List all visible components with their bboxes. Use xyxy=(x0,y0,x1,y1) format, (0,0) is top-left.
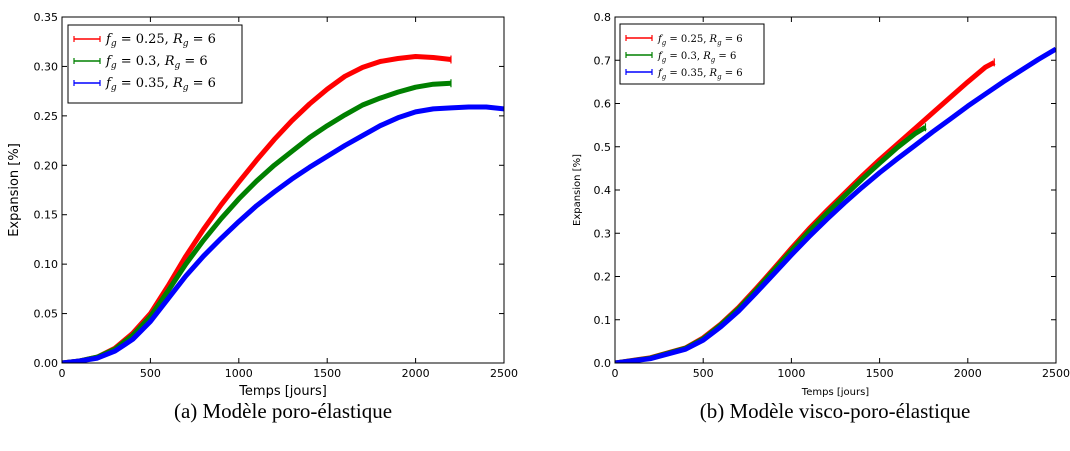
series-line-3 xyxy=(615,46,1056,363)
y-tick-label: 0.3 xyxy=(594,227,612,240)
y-tick-label: 0.8 xyxy=(594,11,612,24)
y-tick-label: 0.35 xyxy=(34,11,59,24)
caption: (a) Modèle poro-élastique xyxy=(174,399,392,423)
legend: fg = 0.25, Rg = 6 fg = 0.3, Rg = 6 fg = 0.… xyxy=(619,23,765,85)
series-line-3 xyxy=(62,104,504,363)
plot-area xyxy=(615,46,1056,363)
caption: (b) Modèle visco-poro-élastique xyxy=(700,399,971,423)
plot-area xyxy=(62,54,504,363)
y-tick-label: 0.20 xyxy=(34,159,59,172)
x-tick-label: 2000 xyxy=(954,367,982,380)
x-tick-label: 2500 xyxy=(1042,367,1070,380)
legend-entry-1: fg = 0.25, Rg = 6 xyxy=(657,34,743,47)
x-tick-label: 500 xyxy=(140,367,161,380)
series-line-1 xyxy=(615,60,996,363)
x-tick-label: 1000 xyxy=(777,367,805,380)
y-tick-label: 0.30 xyxy=(34,60,59,73)
y-tick-label: 0.5 xyxy=(594,141,612,154)
legend-entry-2: fg = 0.3, Rg = 6 xyxy=(105,54,208,71)
x-axis-label: Temps [jours] xyxy=(801,387,869,398)
y-tick-label: 0.6 xyxy=(594,98,612,111)
x-tick-label: 0 xyxy=(59,367,66,380)
y-tick-label: 0.2 xyxy=(594,271,612,284)
y-tick-label: 0.4 xyxy=(594,184,612,197)
x-tick-label: 1500 xyxy=(313,367,341,380)
y-axis-label: Expansion [%] xyxy=(7,143,22,237)
x-axis-label: Temps [jours] xyxy=(238,384,327,399)
legend-box xyxy=(619,23,765,85)
x-tick-label: 1500 xyxy=(866,367,894,380)
y-tick-label: 0.10 xyxy=(34,258,59,271)
chart-a: 0 500 1000 1500 2000 2500 0.00 0.05 0.10 0.15 0.20… xyxy=(7,11,518,423)
legend-box xyxy=(67,24,243,104)
legend-entry-1: fg = 0.25, Rg = 6 xyxy=(105,32,216,49)
y-tick-label: 0.25 xyxy=(34,110,59,123)
y-tick-label: 0.7 xyxy=(594,54,612,67)
x-tick-label: 1000 xyxy=(225,367,253,380)
legend: fg = 0.25, Rg = 6 fg = 0.3, Rg = 6 fg = 0.… xyxy=(67,24,243,104)
x-tick-label: 2000 xyxy=(402,367,430,380)
axes-frame xyxy=(61,16,505,364)
x-tick-label: 2500 xyxy=(490,367,518,380)
x-tick-label: 500 xyxy=(693,367,714,380)
y-axis-label: Expansion [%] xyxy=(572,154,583,226)
y-tick-label: 0.1 xyxy=(594,314,612,327)
x-tick-label: 0 xyxy=(612,367,619,380)
series-line-2 xyxy=(62,80,452,363)
chart-b: 0 500 1000 1500 2000 2500 0.0 0.1 0.2 0.3 0.4 0.5 0.… xyxy=(572,11,1070,423)
y-tick-label: 0.05 xyxy=(34,308,59,321)
legend-entry-3: fg = 0.35, Rg = 6 xyxy=(105,76,216,93)
y-tick-label: 0.15 xyxy=(34,209,59,222)
legend-entry-3: fg = 0.35, Rg = 6 xyxy=(657,68,743,81)
series-line-2 xyxy=(615,125,927,363)
y-tick-label: 0.00 xyxy=(34,357,59,370)
y-tick-label: 0.0 xyxy=(594,357,612,370)
legend-entry-2: fg = 0.3, Rg = 6 xyxy=(657,51,736,64)
